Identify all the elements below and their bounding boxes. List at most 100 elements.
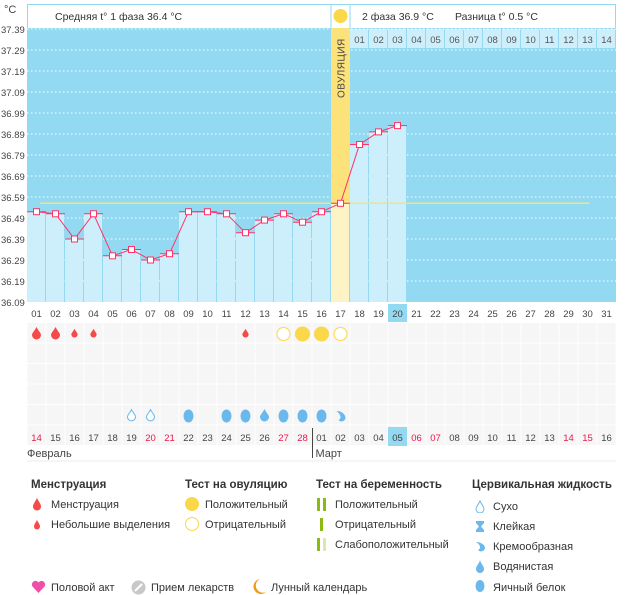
calendar-cell <box>464 364 483 384</box>
calendar-cell <box>464 343 483 363</box>
calendar-cell <box>578 323 597 343</box>
temperature-point <box>33 208 40 216</box>
calendar-cell <box>483 405 502 425</box>
calendar-cell <box>179 364 198 384</box>
month-label-mar: Март <box>316 448 342 460</box>
calendar-cell <box>407 343 426 363</box>
temperature-bar <box>217 213 235 302</box>
luteal-day-label: 09 <box>506 35 517 46</box>
calendar-cell <box>426 405 445 425</box>
cycle-day-label: 13 <box>259 309 270 320</box>
temperature-point <box>299 218 306 226</box>
temperature-bar <box>122 249 140 302</box>
calendar-cell <box>502 364 521 384</box>
calendar-cell <box>559 405 578 425</box>
calendar-cell <box>483 323 502 343</box>
legend-cervical-title: Цервикальная жидкость <box>472 479 612 491</box>
calendar-date: 03 <box>354 433 365 444</box>
cycle-day-label: 25 <box>487 309 498 320</box>
temperature-point <box>280 210 287 218</box>
legend-cf-sticky: Клейкая <box>493 521 536 533</box>
cycle-day-label: 19 <box>373 309 384 320</box>
temperature-point <box>109 252 116 260</box>
calendar-cell <box>388 384 407 404</box>
ovtest-positive-icon <box>295 326 310 342</box>
calendar-cell <box>46 343 65 363</box>
cf-creamy-icon <box>476 542 485 552</box>
calendar-cell <box>464 384 483 404</box>
calendar-cell <box>255 343 274 363</box>
calendar-date: 15 <box>50 433 61 444</box>
calendar-date: 18 <box>107 433 118 444</box>
y-tick-label: 36.19 <box>1 277 25 288</box>
calendar-cell <box>179 343 198 363</box>
calendar-cell <box>540 405 559 425</box>
calendar-cell <box>103 323 122 343</box>
calendar-cell <box>236 384 255 404</box>
calendar-cell <box>369 425 388 445</box>
calendar-cell <box>312 384 331 404</box>
temperature-bar <box>65 239 83 302</box>
legend-spotting: Небольшие выделения <box>51 519 171 531</box>
calendar-cell <box>141 364 160 384</box>
calendar-date: 02 <box>335 433 346 444</box>
calendar-cell <box>179 384 198 404</box>
calendar-cell <box>540 323 559 343</box>
calendar-date: 14 <box>563 433 574 444</box>
calendar-cell <box>84 425 103 445</box>
calendar-cell <box>369 364 388 384</box>
temperature-point <box>242 229 249 237</box>
luteal-day-cell <box>350 29 368 48</box>
legend-cf-dry: Сухо <box>493 501 518 513</box>
calendar-cell <box>236 343 255 363</box>
legend-ovtest-negative: Отрицательный <box>205 519 286 531</box>
calendar-cell <box>445 364 464 384</box>
cycle-day-label: 24 <box>468 309 479 320</box>
cycle-day-label: 30 <box>582 309 593 320</box>
temperature-bar <box>27 211 45 302</box>
calendar-cell <box>198 323 217 343</box>
calendar-cell <box>141 343 160 363</box>
calendar-cell <box>540 343 559 363</box>
calendar-cell <box>597 364 616 384</box>
temperature-point <box>185 208 192 216</box>
luteal-day-cell <box>407 29 425 48</box>
calendar-cell <box>559 425 578 445</box>
y-tick-label: 36.89 <box>1 130 25 141</box>
calendar-date: 23 <box>202 433 213 444</box>
calendar-date: 11 <box>507 433 517 444</box>
heart-icon <box>31 580 46 593</box>
luteal-day-label: 01 <box>354 35 365 46</box>
calendar-cell <box>331 425 350 445</box>
legend-menstruation: Менструация <box>51 499 119 511</box>
luteal-day-label: 14 <box>601 35 612 46</box>
legend-ovtest-title: Тест на овуляцию <box>185 479 288 491</box>
luteal-day-label: 06 <box>449 35 460 46</box>
calendar-cell <box>65 364 84 384</box>
calendar-date: 10 <box>487 433 498 444</box>
calendar-cell <box>141 384 160 404</box>
y-tick-label: 36.49 <box>1 214 25 225</box>
calendar-cell <box>521 323 540 343</box>
ovtest-negative-icon <box>185 517 199 531</box>
calendar-cell <box>84 405 103 425</box>
calendar-cell <box>407 425 426 445</box>
calendar-cell <box>65 425 84 445</box>
calendar-cell <box>84 384 103 404</box>
y-tick-label: 37.19 <box>1 67 25 78</box>
calendar-cell <box>464 425 483 445</box>
calendar-cell <box>198 343 217 363</box>
luteal-day-cell <box>559 29 577 48</box>
y-tick-label: 37.29 <box>1 46 25 57</box>
temperature-bar <box>46 213 64 302</box>
calendar-cell <box>274 425 293 445</box>
calendar-date: 15 <box>582 433 593 444</box>
calendar-cell <box>426 384 445 404</box>
calendar-cell <box>160 343 179 363</box>
calendar-cell <box>521 343 540 363</box>
legend-cf-eggwhite: Яичный белок <box>493 582 566 594</box>
temperature-bar <box>84 213 102 302</box>
cycle-day-label: 27 <box>525 309 536 320</box>
calendar-cell <box>46 364 65 384</box>
